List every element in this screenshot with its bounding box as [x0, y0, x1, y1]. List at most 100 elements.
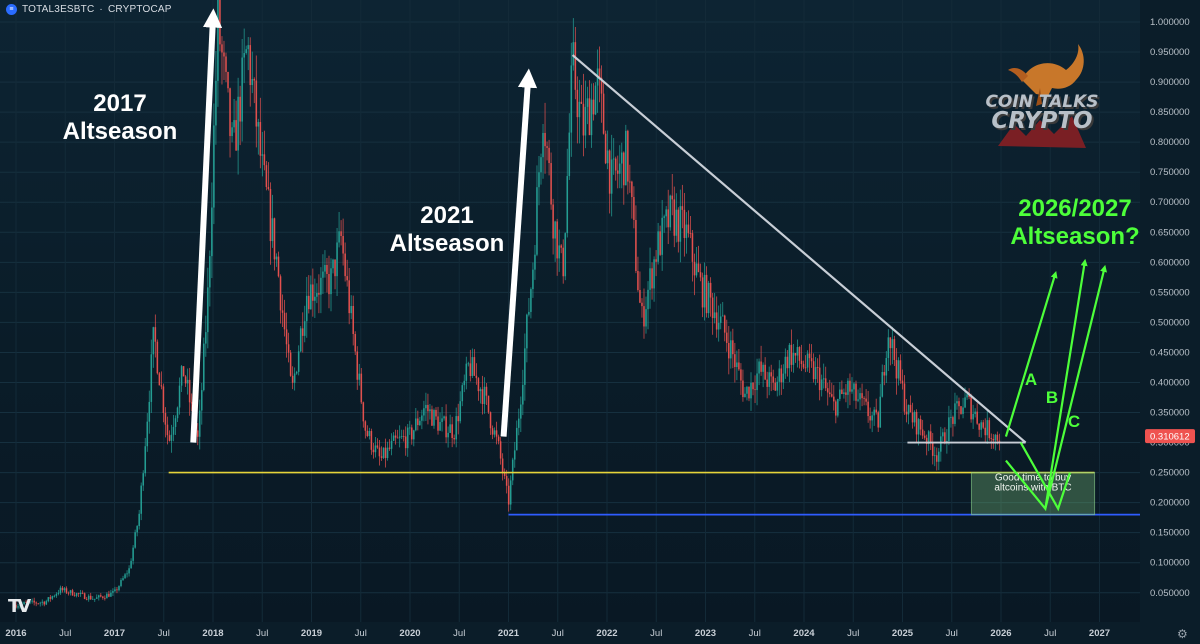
candle-body [412, 430, 415, 440]
candle-body [826, 388, 829, 393]
candle-body [742, 380, 744, 398]
candle-body [554, 221, 556, 239]
candle-body [935, 455, 938, 462]
candle-body [174, 418, 177, 427]
candle-body [257, 122, 260, 127]
gear-icon[interactable]: ⚙ [1177, 627, 1188, 641]
candle-body [297, 351, 300, 372]
price-tick-label: 0.800000 [1150, 137, 1190, 148]
candle-body [990, 438, 993, 439]
last-price-label: 0.310612 [1150, 432, 1190, 443]
candle-body [366, 430, 369, 436]
candle-body [528, 311, 530, 315]
candle-body [776, 381, 779, 391]
candle-body [984, 427, 987, 436]
candle-body [550, 163, 552, 205]
candle-body [348, 280, 350, 314]
candle-body [691, 233, 694, 262]
candle-body [509, 480, 512, 505]
candle-body [164, 412, 167, 425]
candle-body [631, 181, 633, 198]
candle-body [606, 150, 609, 164]
candle-body [633, 197, 635, 220]
candle-body [374, 445, 377, 453]
candle-body [772, 376, 775, 383]
candle-body [820, 379, 823, 391]
candle-body [471, 357, 474, 377]
candle-body [707, 282, 710, 314]
candle-body [285, 329, 288, 345]
candle-body [196, 430, 199, 437]
candle-body [93, 598, 96, 600]
candle-body [845, 392, 847, 395]
candle-body [318, 293, 320, 295]
candle-body [130, 560, 132, 569]
candle-body [352, 305, 355, 335]
candle-body [463, 380, 466, 386]
candle-body [915, 411, 918, 435]
symbol-header[interactable]: ≡ TOTAL3ESBTC · CRYPTOCAP [6, 4, 172, 15]
candle-body [568, 132, 571, 177]
candle-body [168, 435, 171, 441]
candle-body [188, 379, 191, 403]
candle-body [205, 332, 207, 344]
candle-body [91, 598, 94, 600]
candle-body [277, 256, 280, 277]
candle-body [996, 434, 999, 441]
candle-body [263, 154, 266, 166]
candle-body [738, 362, 740, 370]
candle-body [27, 602, 29, 604]
candle-body [382, 447, 385, 458]
candle-body [49, 597, 52, 599]
candle-body [43, 601, 46, 605]
candle-body [152, 327, 155, 355]
candle-body [106, 593, 108, 599]
candle-body [437, 416, 439, 431]
candle-body [473, 357, 476, 376]
candle-body [810, 358, 813, 362]
candle-body [929, 431, 932, 444]
candle-body [582, 103, 585, 136]
descending-trendline [571, 54, 1027, 444]
candle-body [534, 254, 536, 270]
candle-body [647, 289, 649, 310]
symbol-separator: · [99, 4, 103, 15]
tradingview-icon[interactable]: TV [8, 596, 31, 617]
candle-body [794, 353, 797, 356]
candle-body [259, 122, 262, 156]
candle-body [449, 424, 451, 433]
altseason-2017-label: Altseason [63, 118, 178, 145]
candle-body [701, 277, 704, 308]
altseason-future-label: Altseason? [1010, 223, 1139, 250]
candle-body [421, 415, 423, 421]
candle-body [778, 368, 781, 382]
candle-body [727, 342, 730, 359]
symbol-ticker: TOTAL3ESBTC [22, 4, 95, 15]
candle-body [897, 360, 900, 379]
candle-body [610, 159, 613, 194]
candle-body [766, 379, 768, 387]
candle-body [586, 98, 589, 107]
scenario-a-label: A [1025, 370, 1037, 389]
candle-body [249, 45, 252, 86]
candle-body [558, 245, 560, 259]
candle-body [875, 409, 878, 413]
symbol-exchange: CRYPTOCAP [107, 4, 172, 15]
candle-body [681, 206, 684, 210]
candle-body [507, 485, 510, 505]
candle-body [380, 456, 383, 458]
candle-body [289, 352, 292, 376]
candle-body [241, 57, 243, 122]
candle-body [622, 152, 625, 186]
candle-body [211, 207, 213, 257]
candle-body [388, 447, 391, 449]
candle-body [320, 277, 322, 295]
candle-body [592, 99, 595, 115]
candle-body [560, 245, 562, 248]
candle-body [410, 427, 413, 440]
candle-body [477, 378, 480, 392]
candle-body [392, 435, 395, 441]
candle-body [312, 284, 314, 301]
candle-body [564, 233, 567, 277]
